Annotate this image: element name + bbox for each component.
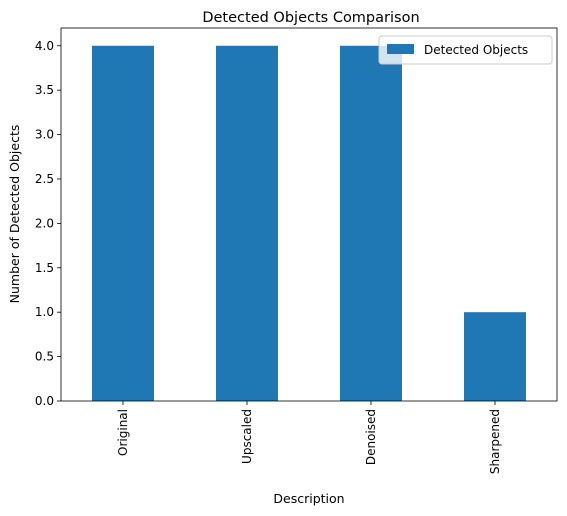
x-tick-label-sharpened: Sharpened — [488, 409, 502, 474]
plot-area-frame — [60, 27, 558, 402]
y-tick-label: 1.5 — [35, 261, 54, 275]
y-tick-label: 2.5 — [35, 172, 54, 186]
y-tick-label: 1.0 — [35, 305, 54, 319]
bar-sharpened — [464, 312, 526, 401]
y-tick-label: 3.0 — [35, 128, 54, 142]
y-tick-label: 2.0 — [35, 216, 54, 230]
legend-label: Detected Objects — [424, 43, 528, 57]
y-tick-label: 3.5 — [35, 83, 54, 97]
bar-denoised — [340, 45, 402, 401]
x-tick-label-upscaled: Upscaled — [240, 409, 254, 464]
x-tick-label-original: Original — [116, 409, 130, 456]
y-tick-label: 0.0 — [35, 394, 54, 408]
bar-original — [92, 45, 154, 401]
x-tick-label-denoised: Denoised — [364, 409, 378, 465]
chart-title: Detected Objects Comparison — [202, 10, 419, 26]
legend: Detected Objects — [378, 35, 553, 65]
y-tick-label: 0.5 — [35, 350, 54, 364]
bar-upscaled — [216, 45, 278, 401]
y-axis-ticks: 0.0 0.5 1.0 1.5 2.0 2.5 3.0 3.5 4.0 — [35, 39, 61, 408]
x-axis-label: Description — [273, 491, 344, 506]
legend-swatch — [387, 44, 414, 54]
y-axis-label: Number of Detected Objects — [7, 125, 22, 304]
bars-group — [92, 45, 526, 401]
y-tick-label: 4.0 — [35, 39, 54, 53]
x-axis-ticks: Original Upscaled Denoised Sharpened — [116, 401, 502, 474]
legend-box — [378, 35, 553, 65]
